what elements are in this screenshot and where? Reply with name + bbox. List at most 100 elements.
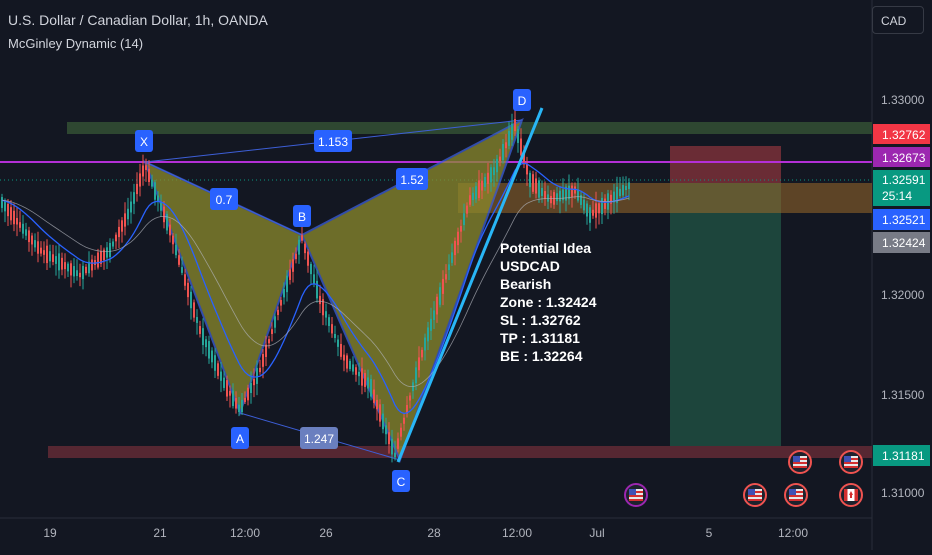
candle	[577, 189, 579, 201]
target-box[interactable]	[670, 183, 781, 446]
candle	[451, 252, 453, 263]
candle	[439, 287, 441, 305]
ratio-label-xb[interactable]: 0.7	[210, 188, 238, 210]
candle	[625, 185, 627, 191]
entry-zone[interactable]	[458, 183, 872, 213]
candle	[67, 263, 69, 272]
candle	[4, 201, 6, 212]
candle	[79, 272, 81, 278]
trendline[interactable]	[396, 107, 544, 463]
price-scale[interactable]	[872, 0, 932, 550]
x-tick-label: Jul	[589, 526, 604, 540]
candle	[58, 253, 60, 271]
candle	[88, 261, 90, 274]
candle	[19, 222, 21, 228]
candle	[313, 274, 315, 285]
candle	[403, 417, 405, 424]
candle	[172, 235, 174, 245]
candle	[421, 349, 423, 358]
support-zone[interactable]	[48, 446, 872, 458]
candle	[424, 337, 426, 351]
candle	[505, 142, 507, 149]
candle	[466, 205, 468, 214]
candle	[583, 199, 585, 211]
candle	[205, 339, 207, 348]
candle	[517, 129, 519, 143]
candle	[454, 240, 456, 256]
candle	[610, 194, 612, 204]
candle	[355, 367, 357, 375]
candle	[106, 247, 108, 258]
ca-flag-icon[interactable]	[839, 483, 863, 507]
us-flag-icon[interactable]	[788, 450, 812, 474]
ratio-label-xd[interactable]: 1.153	[314, 130, 352, 152]
point-c-label[interactable]: C	[392, 470, 410, 492]
ratio-label-ac[interactable]: 1.247	[300, 427, 338, 449]
candle	[232, 390, 234, 407]
resistance-zone[interactable]	[67, 122, 872, 134]
y-tick-label: 1.31000	[881, 486, 925, 500]
candle	[592, 209, 594, 216]
candle	[475, 186, 477, 200]
candle	[274, 316, 276, 328]
candle	[346, 355, 348, 369]
idea-annotation[interactable]: Potential Idea USDCAD Bearish Zone : 1.3…	[500, 240, 597, 364]
candle	[43, 250, 45, 255]
price-badge-zone: 1.32424	[882, 236, 926, 250]
candle	[511, 123, 513, 140]
candle	[103, 249, 105, 261]
us-flag-icon[interactable]	[624, 483, 648, 507]
candle	[589, 207, 591, 223]
candle	[523, 151, 525, 165]
currency-button[interactable]: CAD	[872, 6, 924, 34]
candle	[409, 395, 411, 401]
point-a-label[interactable]: A	[231, 427, 249, 449]
candle	[526, 163, 528, 175]
candle	[184, 274, 186, 286]
us-flag-icon[interactable]	[743, 483, 767, 507]
candle	[238, 404, 240, 413]
candle	[601, 197, 603, 215]
candle	[193, 302, 195, 318]
candle	[280, 300, 282, 306]
candle	[52, 254, 54, 262]
indicator-legend[interactable]: McGinley Dynamic (14)	[8, 36, 144, 51]
candle	[1, 197, 3, 208]
candle	[427, 327, 429, 342]
candle	[538, 180, 540, 198]
candle	[223, 377, 225, 388]
point-x-label[interactable]: X	[135, 130, 153, 152]
candle	[166, 213, 168, 231]
candle	[268, 339, 270, 344]
candle	[145, 165, 147, 170]
stop-loss-box[interactable]	[670, 146, 781, 183]
idea-line: TP : 1.31181	[500, 330, 580, 346]
candle	[28, 230, 30, 243]
candle	[616, 186, 618, 203]
candle	[385, 425, 387, 435]
candle	[7, 203, 9, 217]
candle	[139, 173, 141, 187]
idea-line: SL : 1.32762	[500, 312, 581, 328]
candle	[265, 344, 267, 357]
price-badge-magenta: 1.32673	[882, 151, 926, 165]
candle	[304, 243, 306, 254]
candle	[394, 452, 396, 458]
candle	[115, 234, 117, 242]
candle	[613, 191, 615, 203]
candle	[529, 172, 531, 188]
candle	[352, 364, 354, 372]
candle	[157, 195, 159, 203]
candle	[70, 263, 72, 276]
point-b-label[interactable]: B	[293, 205, 311, 227]
ratio-label-bd[interactable]: 1.52	[396, 168, 428, 190]
candle	[25, 229, 27, 236]
point-d-label[interactable]: D	[513, 89, 531, 111]
us-flag-icon[interactable]	[839, 450, 863, 474]
price-badge-sl: 1.32762	[882, 128, 926, 142]
us-flag-icon[interactable]	[784, 483, 808, 507]
candle	[568, 185, 570, 200]
candle	[388, 432, 390, 445]
symbol-title[interactable]: U.S. Dollar / Canadian Dollar, 1h, OANDA	[8, 12, 268, 28]
